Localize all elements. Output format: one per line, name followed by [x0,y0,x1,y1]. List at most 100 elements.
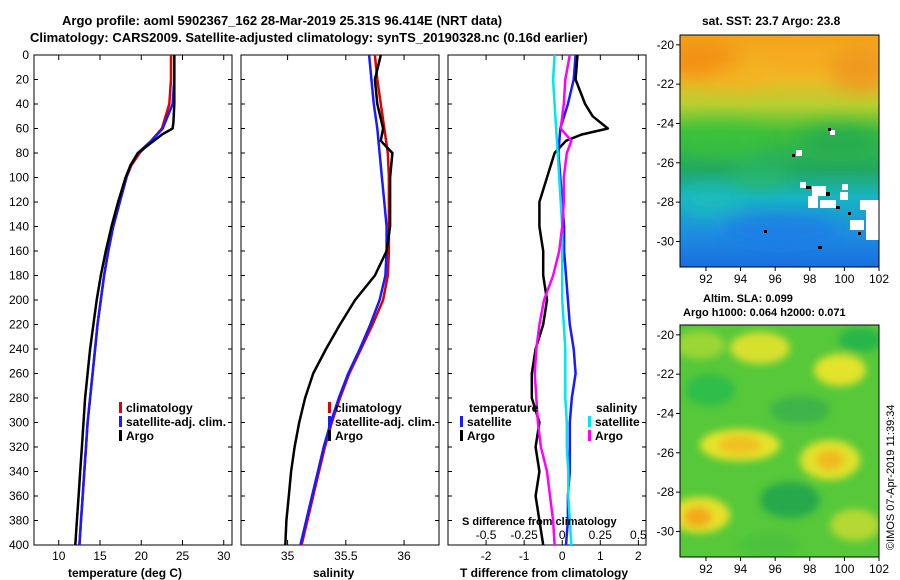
legend-label-argo: Argo [335,429,363,443]
x-tick-label: 20 [135,549,149,563]
salinity-lines [284,54,394,546]
legend-title-salinity: salinity [596,401,638,415]
y-tick-label: 400 [9,538,29,552]
y-tick-label: 100 [9,171,29,185]
footer-credit: ©IMOS 07-Apr-2019 11:39:34 [885,405,897,550]
legend-label-climatology: climatology [126,401,193,415]
sst-map-mask-edges [764,128,861,249]
map-x-tick-label: 100 [834,562,854,576]
map-y-tick-label: -26 [657,156,675,170]
y-tick-label: 60 [16,122,30,136]
sst-map-frame [679,34,880,268]
temperature-panel: 0 20 40 60 80 100 120 140 160 180 200 220 240 260 280 3… [9,48,233,580]
map-y-tick-label: -30 [657,234,675,248]
map-y-tick-label: -20 [657,328,675,342]
y-tick-label: 360 [9,489,29,503]
sst-map-panel: sat. SST: 23.7 Argo: 23.8 [657,14,890,286]
s-difference-tick-label: -0.5 [476,528,497,542]
series-line-satellite-adj-clim- [299,54,388,546]
map-x-tick-label: 102 [869,562,889,576]
legend-label-t-argo: Argo [467,429,495,443]
legend-label-argo: Argo [126,429,154,443]
series-line-argo [74,55,176,546]
y-tick-label: 140 [9,220,29,234]
temperature-legend: climatology satellite-adj. clim. Argo [119,401,226,443]
y-tick-label: 240 [9,342,29,356]
legend-title-temperature: temperature [469,401,539,415]
sst-map-ticks: 92 94 96 98 100 102 -20 -22 -24 -26 -28 -30 [657,38,890,286]
x-tick-label: 35.5 [334,549,358,563]
map-x-tick-label: 94 [734,272,748,286]
difference-legend: temperature satellite Argo salinity sate… [460,401,640,443]
map-y-tick-label: -24 [657,116,675,130]
x-tick-label: 2 [635,549,642,563]
salinity-axes-frame [240,54,440,546]
y-tick-label: 0 [22,48,29,62]
header-line1: Argo profile: aoml 5902367_162 28-Mar-20… [62,13,502,28]
series-line-argo [284,54,394,546]
map-y-tick-label: -20 [657,38,675,52]
difference-x-ticks: -2 -1 0 1 2 [448,54,646,563]
x-tick-label: 1 [597,549,604,563]
map-x-tick-label: 92 [699,272,713,286]
map-x-tick-label: 92 [699,562,713,576]
sla-map-image [680,325,879,557]
temperature-axes-frame [33,54,233,546]
difference-lines [530,54,610,546]
y-tick-label: 160 [9,244,29,258]
y-tick-label: 80 [16,146,30,160]
x-tick-label: 10 [52,549,66,563]
legend-swatch-satellite [328,416,331,427]
s-difference-tick-label: -0.25 [510,528,538,542]
sst-map-image [680,35,879,267]
y-tick-label: 260 [9,367,29,381]
map-x-tick-label: 98 [803,562,817,576]
header-line2: Climatology: CARS2009. Satellite-adjuste… [30,30,588,45]
x-tick-label: 0 [559,549,566,563]
salinity-x-ticks: 35 35.5 36 [241,54,439,563]
series-line-climatology [78,55,173,546]
map-x-tick-label: 102 [869,272,889,286]
legend-swatch-climatology [328,402,331,413]
legend-swatch-climatology [119,402,122,413]
y-tick-label: 220 [9,318,29,332]
y-tick-label: 200 [9,293,29,307]
map-y-tick-label: -22 [657,367,675,381]
x-tick-label: 15 [93,549,107,563]
legend-label-satellite: satellite-adj. clim. [126,415,226,429]
temperature-x-ticks: 10 15 20 25 30 [34,54,232,563]
map-x-tick-label: 94 [734,562,748,576]
sla-map-title-line1: Altim. SLA: 0.099 [703,293,793,305]
x-tick-label: 30 [217,549,231,563]
salinity-xlabel: salinity [313,566,355,580]
legend-swatch-t-argo [460,430,463,441]
map-x-tick-label: 98 [803,272,817,286]
y-tick-label: 120 [9,195,29,209]
y-tick-label: 40 [16,97,30,111]
map-y-tick-label: -24 [657,406,675,420]
legend-label-satellite: satellite-adj. clim. [335,415,435,429]
salinity-legend: climatology satellite-adj. clim. Argo [328,401,435,443]
y-tick-label: 20 [16,73,30,87]
map-x-tick-label: 100 [834,272,854,286]
series-line-t-satellite [557,54,577,546]
legend-swatch-s-satellite [588,416,591,427]
map-x-tick-label: 96 [768,272,782,286]
x-tick-label: 25 [176,549,190,563]
series-line-s-satellite [551,54,573,546]
legend-swatch-argo [119,430,122,441]
sst-map-title: sat. SST: 23.7 Argo: 23.8 [702,14,841,28]
legend-swatch-s-argo [588,430,591,441]
temperature-xlabel: temperature (deg C) [68,566,182,580]
sla-map-panel: Altim. SLA: 0.099 Argo h1000: 0.064 h200… [657,293,890,576]
map-x-tick-label: 96 [768,562,782,576]
legend-swatch-t-satellite [460,416,463,427]
x-tick-label: -2 [481,549,492,563]
sst-map-cloud-gaps [796,130,879,240]
s-difference-tick-label: 0.5 [630,528,647,542]
depth-tick-labels: 0 20 40 60 80 100 120 140 160 180 200 220 240 260 280 3… [9,48,29,552]
x-tick-label: -1 [519,549,530,563]
x-tick-label: 36 [397,549,411,563]
y-tick-label: 180 [9,269,29,283]
